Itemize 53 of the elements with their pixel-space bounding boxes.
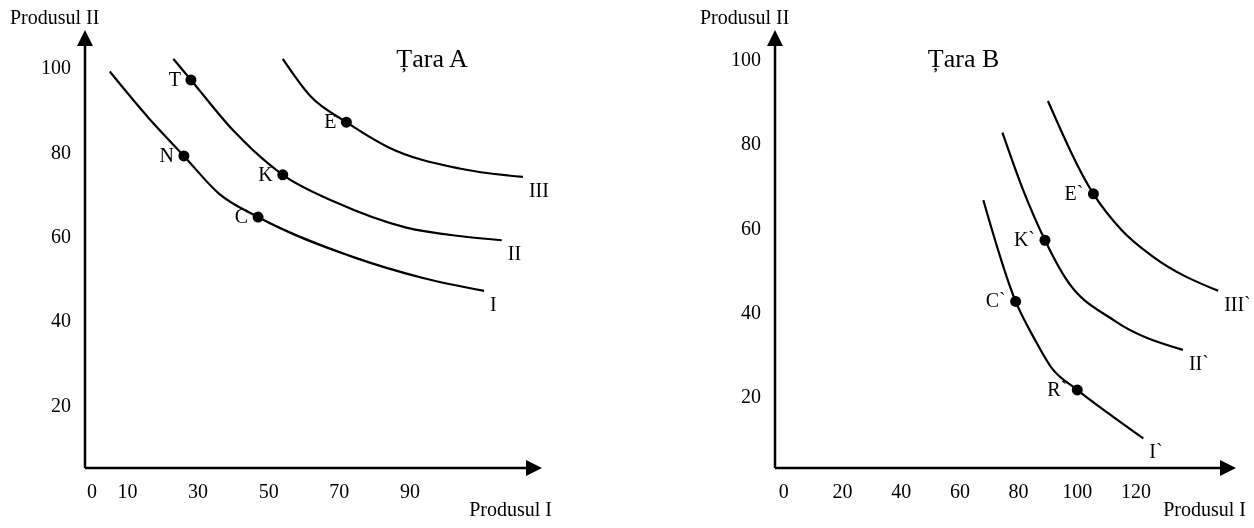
y-tick-label: 40: [741, 301, 761, 324]
y-tick-label: 20: [741, 385, 761, 408]
point: [277, 169, 289, 181]
point: [185, 74, 197, 86]
x-tick-label: 80: [1008, 480, 1029, 503]
point: [1039, 234, 1051, 246]
line-series: [1046, 99, 1220, 292]
point: [1010, 295, 1022, 307]
annotation: I: [490, 292, 497, 315]
y-tick-label: 100: [731, 47, 761, 70]
x-axis-title: Produsul I: [1163, 498, 1246, 521]
point: [1071, 384, 1083, 396]
annotation: II: [507, 242, 522, 265]
x-tick-label: 50: [258, 480, 279, 503]
y-tick-label: 80: [741, 132, 761, 155]
x-tick-label: 0: [87, 480, 98, 503]
annotation: I`: [1149, 440, 1163, 463]
point: [178, 150, 190, 162]
chart-title: Țara A: [396, 44, 468, 74]
annotation: II`: [1188, 351, 1209, 374]
annotation: N: [159, 143, 174, 166]
y-axis-title: Produsul II: [700, 6, 790, 29]
x-tick-label: 120: [1120, 480, 1151, 503]
annotation: K: [258, 162, 274, 185]
annotation: C`: [985, 289, 1006, 312]
point: [1087, 188, 1099, 200]
annotation: E`: [1064, 181, 1084, 204]
point: [340, 116, 352, 128]
annotation: K`: [1013, 228, 1035, 251]
annotation: III: [528, 178, 549, 201]
x-tick-label: 70: [329, 480, 350, 503]
x-axis-title: Produsul I: [469, 498, 552, 521]
y-tick-label: 40: [51, 309, 71, 332]
annotation: III`: [1224, 292, 1251, 315]
x-tick-label: 10: [117, 480, 138, 503]
annotation: T: [168, 67, 181, 90]
y-axis-title: Produsul II: [10, 6, 100, 29]
y-tick-label: 80: [51, 140, 71, 163]
x-tick-label: 40: [891, 480, 912, 503]
x-tick-label: 0: [778, 480, 789, 503]
y-tick-label: 60: [51, 225, 71, 248]
x-tick-label: 100: [1062, 480, 1093, 503]
point: [252, 211, 264, 223]
y-tick-label: 20: [51, 393, 71, 416]
annotation: R`: [1047, 377, 1068, 400]
chart-title: Țara B: [927, 44, 1000, 74]
x-tick-label: 30: [188, 480, 209, 503]
y-tick-label: 60: [741, 216, 761, 239]
line-series: [982, 199, 1145, 440]
x-tick-label: 20: [832, 480, 853, 503]
y-tick-label: 100: [41, 56, 71, 79]
x-tick-label: 60: [949, 480, 970, 503]
x-tick-label: 90: [399, 480, 420, 503]
